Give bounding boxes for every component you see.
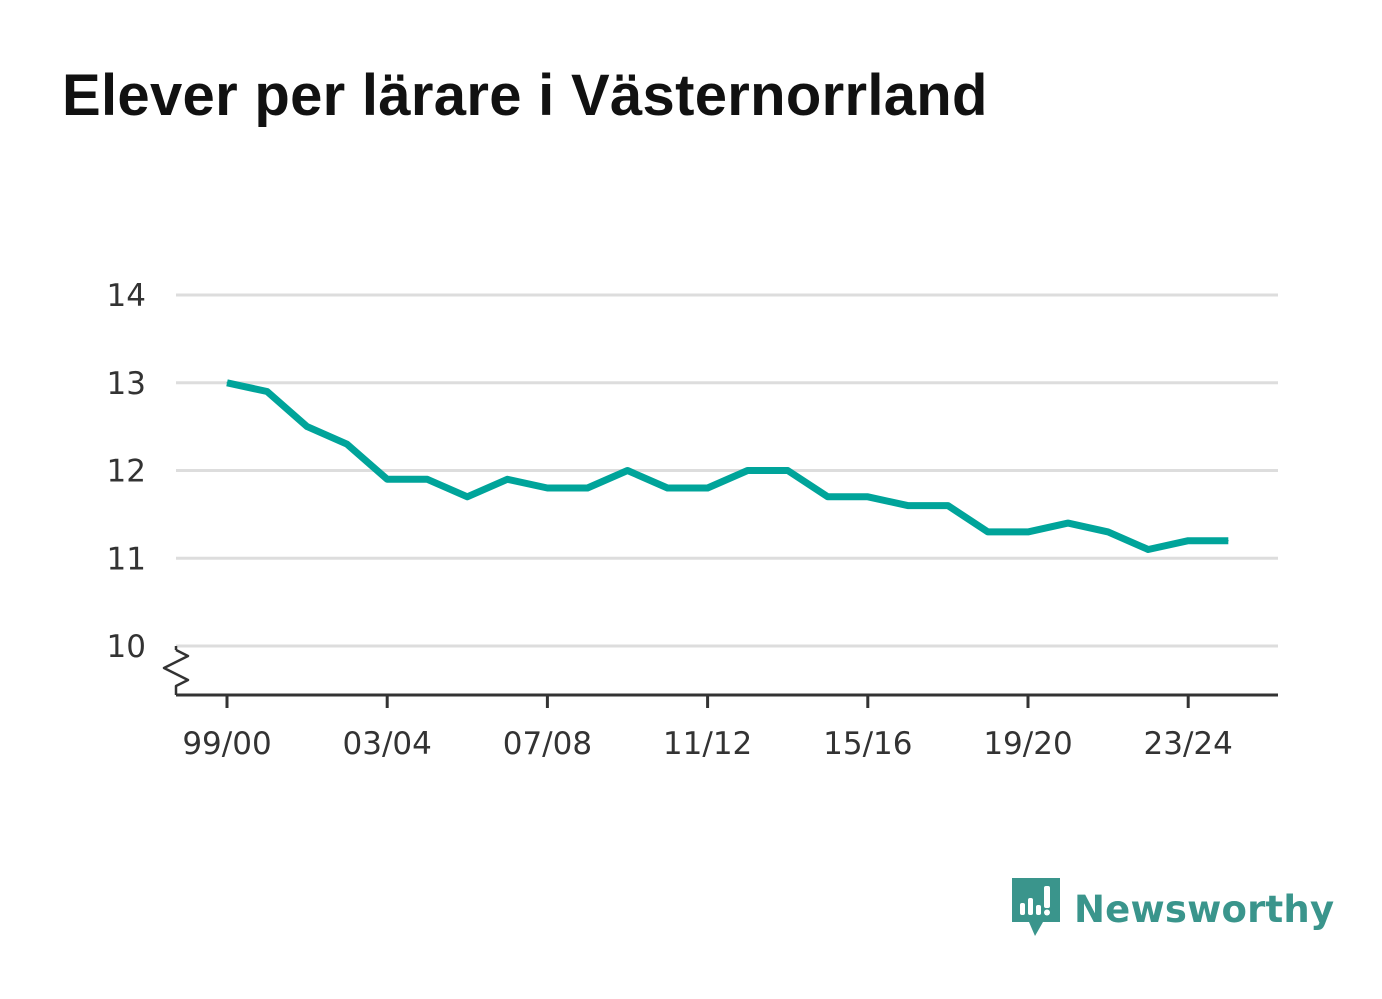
x-tick-label: 15/16 <box>823 726 912 762</box>
y-tick-label: 13 <box>107 366 146 402</box>
y-axis-ticks: 10 11 12 13 14 <box>107 278 146 665</box>
data-point <box>586 487 588 489</box>
y-tick-label: 11 <box>107 541 146 577</box>
data-point <box>907 505 909 507</box>
data-point <box>546 487 548 489</box>
data-point <box>1107 531 1109 533</box>
data-point <box>226 382 228 384</box>
data-point <box>1227 540 1229 542</box>
data-point <box>707 487 709 489</box>
data-point <box>947 505 949 507</box>
axis-break-icon <box>162 648 190 695</box>
data-point <box>506 478 508 480</box>
data-point <box>1187 540 1189 542</box>
data-point <box>787 470 789 471</box>
x-tick-label: 03/04 <box>343 726 432 762</box>
grid-lines <box>176 293 1278 648</box>
x-tick-label: 07/08 <box>503 726 592 762</box>
axes <box>162 646 1278 697</box>
y-tick-label: 14 <box>107 278 146 314</box>
data-point <box>1147 548 1149 550</box>
data-point <box>466 496 468 498</box>
data-point <box>827 496 829 498</box>
y-tick-label: 10 <box>107 629 146 665</box>
data-point <box>306 426 308 428</box>
x-tick-label: 99/00 <box>182 726 271 762</box>
data-point <box>747 470 749 471</box>
data-point <box>1067 522 1069 524</box>
data-point <box>386 478 388 480</box>
chart-title: Elever per lärare i Västernorrland <box>62 63 988 128</box>
data-point <box>987 531 989 533</box>
series-line <box>226 379 1229 553</box>
brand-logo: Newsworthy <box>1010 876 1335 943</box>
newsworthy-logo-icon <box>1010 876 1062 943</box>
x-axis-ticks: 99/00 03/04 07/08 11/12 15/16 19/20 23/24 <box>182 695 1233 762</box>
data-point <box>426 478 428 480</box>
y-tick-label: 12 <box>107 454 146 490</box>
data-point <box>1027 531 1029 533</box>
x-tick-label: 23/24 <box>1144 726 1233 762</box>
data-point <box>266 391 268 393</box>
data-point <box>346 443 348 445</box>
x-tick-label: 19/20 <box>983 726 1072 762</box>
x-tick-label: 11/12 <box>663 726 752 762</box>
brand-name: Newsworthy <box>1074 887 1335 931</box>
series-group <box>226 379 1229 553</box>
data-point <box>667 487 669 489</box>
data-point <box>867 496 869 498</box>
data-point <box>627 470 628 471</box>
